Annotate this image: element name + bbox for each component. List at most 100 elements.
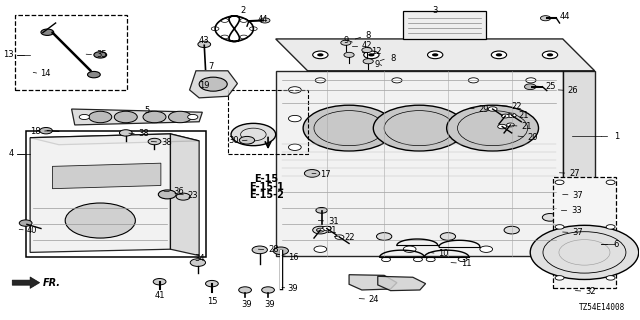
Polygon shape (170, 134, 199, 256)
Text: 37: 37 (572, 228, 583, 237)
Text: 35: 35 (96, 50, 106, 59)
Text: 29: 29 (479, 105, 489, 114)
Circle shape (480, 246, 493, 252)
Circle shape (314, 246, 327, 252)
Circle shape (89, 111, 112, 123)
Text: 11: 11 (461, 259, 471, 268)
Circle shape (240, 35, 248, 39)
Text: 41: 41 (154, 291, 165, 300)
Circle shape (94, 52, 107, 58)
Circle shape (428, 51, 443, 59)
Circle shape (530, 225, 639, 279)
Bar (403, 11, 486, 39)
Text: 9: 9 (374, 60, 380, 69)
Circle shape (606, 276, 615, 280)
Bar (228, 90, 308, 154)
Circle shape (504, 226, 520, 234)
Text: 15: 15 (207, 297, 217, 306)
Text: 17: 17 (321, 170, 331, 179)
Text: 19: 19 (199, 81, 209, 90)
Circle shape (547, 53, 553, 56)
Polygon shape (276, 39, 595, 71)
Circle shape (316, 78, 326, 83)
Text: 1: 1 (614, 132, 619, 140)
Circle shape (323, 226, 331, 231)
Circle shape (41, 29, 54, 36)
Text: 14: 14 (40, 69, 50, 78)
Text: 22: 22 (512, 102, 522, 111)
Text: 44: 44 (559, 12, 570, 21)
Polygon shape (378, 276, 426, 291)
Circle shape (492, 51, 507, 59)
Circle shape (19, 220, 32, 226)
Circle shape (221, 19, 228, 22)
Polygon shape (12, 277, 40, 288)
Polygon shape (30, 134, 199, 145)
Polygon shape (563, 71, 595, 256)
Circle shape (260, 18, 270, 23)
Circle shape (498, 124, 507, 129)
Circle shape (426, 257, 435, 262)
Polygon shape (52, 163, 161, 189)
Circle shape (148, 138, 161, 145)
Text: 38: 38 (161, 138, 172, 147)
Circle shape (40, 127, 52, 134)
Text: 23: 23 (188, 190, 198, 200)
Circle shape (317, 53, 324, 56)
Bar (553, 177, 616, 288)
Circle shape (88, 71, 100, 78)
Circle shape (525, 84, 536, 90)
Text: 13: 13 (4, 50, 14, 59)
Circle shape (239, 287, 252, 293)
Circle shape (176, 193, 190, 200)
Text: E-15-1: E-15-1 (249, 182, 284, 192)
Circle shape (190, 259, 205, 267)
Text: 21: 21 (522, 122, 532, 131)
Circle shape (317, 228, 324, 232)
Circle shape (362, 48, 372, 52)
Circle shape (305, 170, 320, 177)
Text: 22: 22 (344, 233, 355, 242)
Circle shape (508, 113, 516, 118)
Text: 39: 39 (242, 300, 252, 308)
Circle shape (313, 51, 328, 59)
Text: 21: 21 (518, 111, 529, 120)
Circle shape (250, 27, 257, 31)
Circle shape (289, 144, 301, 150)
Circle shape (153, 278, 166, 285)
Circle shape (555, 180, 564, 185)
Circle shape (502, 114, 509, 118)
Text: 25: 25 (545, 82, 556, 91)
Circle shape (198, 41, 211, 48)
Circle shape (211, 27, 219, 31)
Circle shape (606, 180, 615, 185)
Circle shape (262, 287, 275, 293)
Circle shape (188, 115, 198, 120)
Circle shape (316, 207, 328, 213)
Text: 31: 31 (328, 217, 339, 226)
Text: 16: 16 (289, 253, 299, 262)
Text: 6: 6 (614, 240, 619, 249)
Text: 21: 21 (327, 226, 337, 235)
Text: 44: 44 (258, 15, 268, 24)
Circle shape (363, 59, 373, 64)
Text: 24: 24 (369, 295, 380, 304)
Text: FR.: FR. (43, 278, 61, 288)
Polygon shape (72, 109, 202, 125)
Circle shape (65, 203, 135, 238)
Circle shape (488, 107, 497, 111)
Circle shape (525, 78, 536, 83)
Circle shape (447, 105, 538, 151)
Text: 4: 4 (9, 149, 14, 158)
Text: 34: 34 (194, 253, 204, 263)
Circle shape (368, 53, 374, 56)
Circle shape (381, 257, 390, 262)
Circle shape (313, 226, 328, 234)
Text: 7: 7 (208, 62, 213, 71)
Text: 42: 42 (362, 41, 372, 51)
Text: 39: 39 (287, 284, 298, 292)
Circle shape (364, 51, 379, 59)
Text: 8: 8 (365, 31, 371, 40)
Polygon shape (349, 275, 397, 290)
Circle shape (392, 78, 402, 83)
